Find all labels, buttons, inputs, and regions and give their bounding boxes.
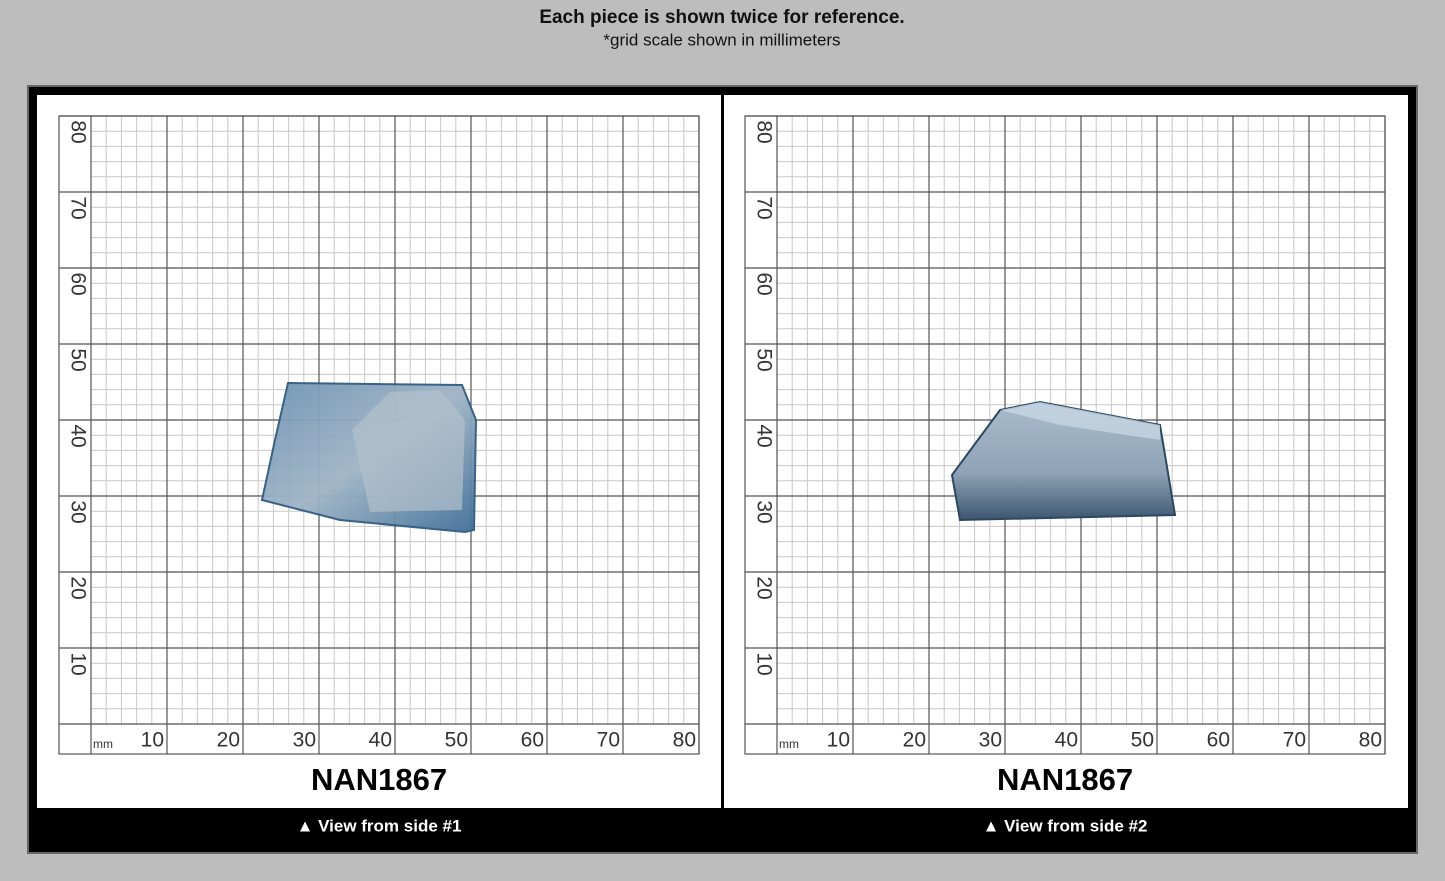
- y-scale-label: 70: [66, 196, 89, 219]
- x-scale-label: 70: [1283, 729, 1306, 752]
- x-scale-label: 40: [369, 729, 392, 752]
- x-scale-label: 60: [1207, 729, 1230, 752]
- y-scale-label: 40: [752, 424, 775, 447]
- grid-border: [744, 115, 1386, 755]
- view-caption: ▲ View from side #2: [983, 816, 1148, 835]
- grid-border: [58, 115, 700, 755]
- y-scale-label: 10: [66, 652, 89, 675]
- x-scale-label: 20: [903, 729, 926, 752]
- y-scale-label: 80: [66, 120, 89, 143]
- y-scale-label: 30: [66, 500, 89, 523]
- unit-label: mm: [93, 737, 113, 751]
- x-scale-label: 50: [445, 729, 468, 752]
- y-scale-label: 20: [752, 576, 775, 599]
- y-scale-label: 50: [752, 348, 775, 371]
- x-scale-label: 30: [979, 729, 1002, 752]
- y-scale-label: 40: [66, 424, 89, 447]
- gem-facet: [1000, 402, 1160, 440]
- y-scale-label: 80: [752, 120, 775, 143]
- x-scale-label: 10: [141, 729, 164, 752]
- y-scale-label: 60: [66, 272, 89, 295]
- unit-label: mm: [779, 737, 799, 751]
- y-scale-label: 70: [752, 196, 775, 219]
- subtitle: *grid scale shown in millimeters: [603, 30, 840, 49]
- title: Each piece is shown twice for reference.: [539, 7, 904, 28]
- gem-facet: [352, 390, 465, 512]
- y-scale-label: 50: [66, 348, 89, 371]
- piece-code: NAN1867: [311, 762, 447, 797]
- x-scale-label: 40: [1055, 729, 1078, 752]
- x-scale-label: 60: [521, 729, 544, 752]
- x-scale-label: 80: [673, 729, 696, 752]
- x-scale-label: 80: [1359, 729, 1382, 752]
- y-scale-label: 10: [752, 652, 775, 675]
- x-scale-label: 20: [217, 729, 240, 752]
- x-scale-label: 30: [293, 729, 316, 752]
- x-scale-label: 50: [1131, 729, 1154, 752]
- piece-code: NAN1867: [997, 762, 1133, 797]
- x-scale-label: 70: [597, 729, 620, 752]
- y-scale-label: 20: [66, 576, 89, 599]
- y-scale-label: 30: [752, 500, 775, 523]
- x-scale-label: 10: [827, 729, 850, 752]
- view-caption: ▲ View from side #1: [297, 816, 462, 835]
- y-scale-label: 60: [752, 272, 775, 295]
